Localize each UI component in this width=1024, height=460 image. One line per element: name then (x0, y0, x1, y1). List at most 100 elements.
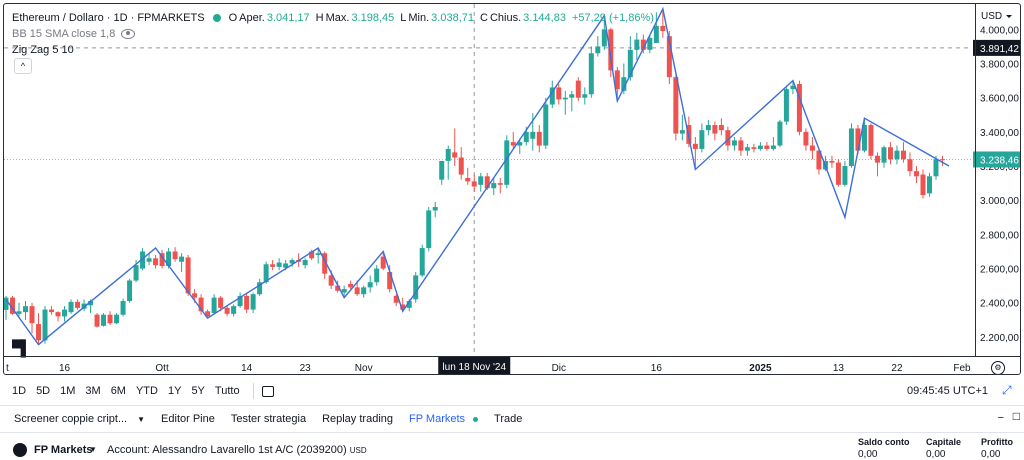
candle-body (647, 37, 653, 50)
candle-body (829, 160, 835, 163)
candle (595, 36, 601, 57)
candle-body (536, 131, 542, 146)
tab-crypto-screener[interactable]: Screener coppie cript... ▼ (0, 413, 153, 425)
candle (231, 304, 237, 317)
broker-chevron-down-icon[interactable]: ▼ (89, 445, 97, 454)
low-value: 3.038,71 (431, 12, 474, 24)
tradingview-logo-icon[interactable]: ▀▌ (12, 340, 31, 357)
candle (510, 131, 516, 149)
candle-body (211, 297, 217, 313)
range-6m[interactable]: 6M (110, 385, 126, 397)
candle-body (920, 174, 926, 196)
clock-timezone[interactable]: 09:45:45 UTC+1 (906, 385, 988, 397)
chart-pane[interactable]: 4.000,00 3.800,00 3.600,00 3.400,00 3.200,00… (3, 3, 1021, 375)
expand-icon[interactable]: ⤢ (1002, 383, 1012, 397)
price-tick-label: 3.600,00 (980, 94, 1019, 105)
candle-body (42, 309, 48, 341)
indicator-zigzag-label[interactable]: Zig Zag 5 10 (12, 44, 74, 56)
candle (543, 97, 549, 149)
broker-name[interactable]: FP Markets (34, 444, 93, 456)
candle (868, 123, 874, 160)
candle (816, 148, 822, 175)
candle (153, 254, 159, 269)
candle-body (770, 145, 776, 149)
candle (803, 128, 809, 151)
candle-body (36, 324, 42, 341)
candle (517, 138, 523, 155)
range-1d[interactable]: 1D (12, 385, 27, 397)
range-all[interactable]: Tutto (214, 385, 240, 397)
candle-body (543, 104, 549, 146)
tab-pine-editor[interactable]: Editor Pine (161, 413, 215, 425)
candle (458, 147, 464, 180)
account-selector[interactable]: Account: Alessandro Lavarello 1st A/C (2… (107, 444, 367, 456)
toolbar-divider (252, 383, 254, 399)
indicator-bb-label[interactable]: BB 15 SMA close 1,8 (12, 28, 116, 40)
price-tick-label: 3.200,00 (980, 162, 1019, 173)
candle (504, 135, 510, 189)
candle-body (16, 311, 22, 314)
settings-icon[interactable]: ⚙ (991, 361, 1005, 374)
candle (120, 298, 126, 317)
price-chart[interactable]: 4.000,00 3.800,00 3.600,00 3.400,00 3.200,00… (4, 4, 1021, 375)
tab-strategy-tester[interactable]: Tester strategia (230, 413, 307, 425)
range-5d[interactable]: 5D (36, 385, 51, 397)
zigzag-line (5, 6, 950, 346)
tab-crypto-screener-label: Screener coppie cript... (14, 413, 128, 425)
legend-collapse-button[interactable]: ^ (14, 58, 32, 74)
calendar-icon[interactable] (261, 385, 274, 397)
candle (562, 90, 568, 115)
candle (172, 247, 178, 262)
candle-body (309, 251, 315, 259)
candle-body (153, 258, 159, 266)
candle-body (75, 301, 81, 308)
chevron-down-icon[interactable]: ▼ (137, 414, 146, 424)
candle (198, 294, 204, 315)
open-label: O (228, 12, 238, 24)
range-1m[interactable]: 1M (60, 385, 76, 397)
candle (419, 244, 425, 278)
candle-body (387, 271, 393, 290)
candle (731, 136, 737, 151)
tab-trade[interactable]: Trade (494, 413, 523, 425)
account-currency: USD (349, 446, 367, 455)
candle-body (439, 160, 445, 180)
candle (107, 311, 113, 325)
range-5y[interactable]: 5Y (191, 385, 205, 397)
tab-replay-trading[interactable]: Replay trading (322, 413, 393, 425)
candle (465, 167, 471, 185)
candle (413, 271, 419, 303)
candle-body (341, 289, 347, 293)
range-3m[interactable]: 3M (85, 385, 101, 397)
maximize-panel-button[interactable]: □ (1012, 409, 1020, 423)
close-value: 3.144,83 (523, 12, 566, 24)
symbol-title[interactable]: Ethereum / Dollaro · 1D · FPMARKETS (12, 12, 205, 24)
time-tick-label: t (6, 363, 9, 374)
candle-body (783, 89, 789, 122)
candle-body (348, 283, 354, 288)
range-1y[interactable]: 1Y (167, 385, 182, 397)
candle-body (926, 176, 932, 194)
indicator-zigzag-row[interactable]: Zig Zag 5 10 (12, 42, 654, 58)
minimize-panel-button[interactable]: − (997, 412, 1004, 424)
tab-fp-markets-label: FP Markets (409, 413, 466, 425)
indicator-bb-row[interactable]: BB 15 SMA close 1,8 (12, 26, 654, 42)
eye-icon[interactable] (121, 29, 136, 39)
candle-body (380, 256, 386, 269)
profit-value: 0,00 (981, 449, 1001, 460)
candle (900, 142, 906, 163)
candle-body (257, 282, 263, 295)
candle-body (868, 125, 874, 156)
candle-body (861, 125, 867, 151)
candle-body (562, 97, 568, 100)
currency-selector[interactable]: USD (981, 11, 1013, 22)
last-price-text: 3.238,46 (980, 155, 1019, 166)
range-ytd[interactable]: YTD (135, 385, 158, 397)
tab-fp-markets[interactable]: FP Markets (401, 413, 486, 425)
open-value: 3.041,17 (266, 12, 310, 24)
candle (250, 292, 256, 313)
bottom-panel-tabs: Screener coppie cript... ▼ Editor Pine T… (0, 405, 1024, 432)
candle-body (725, 130, 731, 146)
candle-body (809, 145, 815, 151)
candle-body (588, 53, 594, 95)
